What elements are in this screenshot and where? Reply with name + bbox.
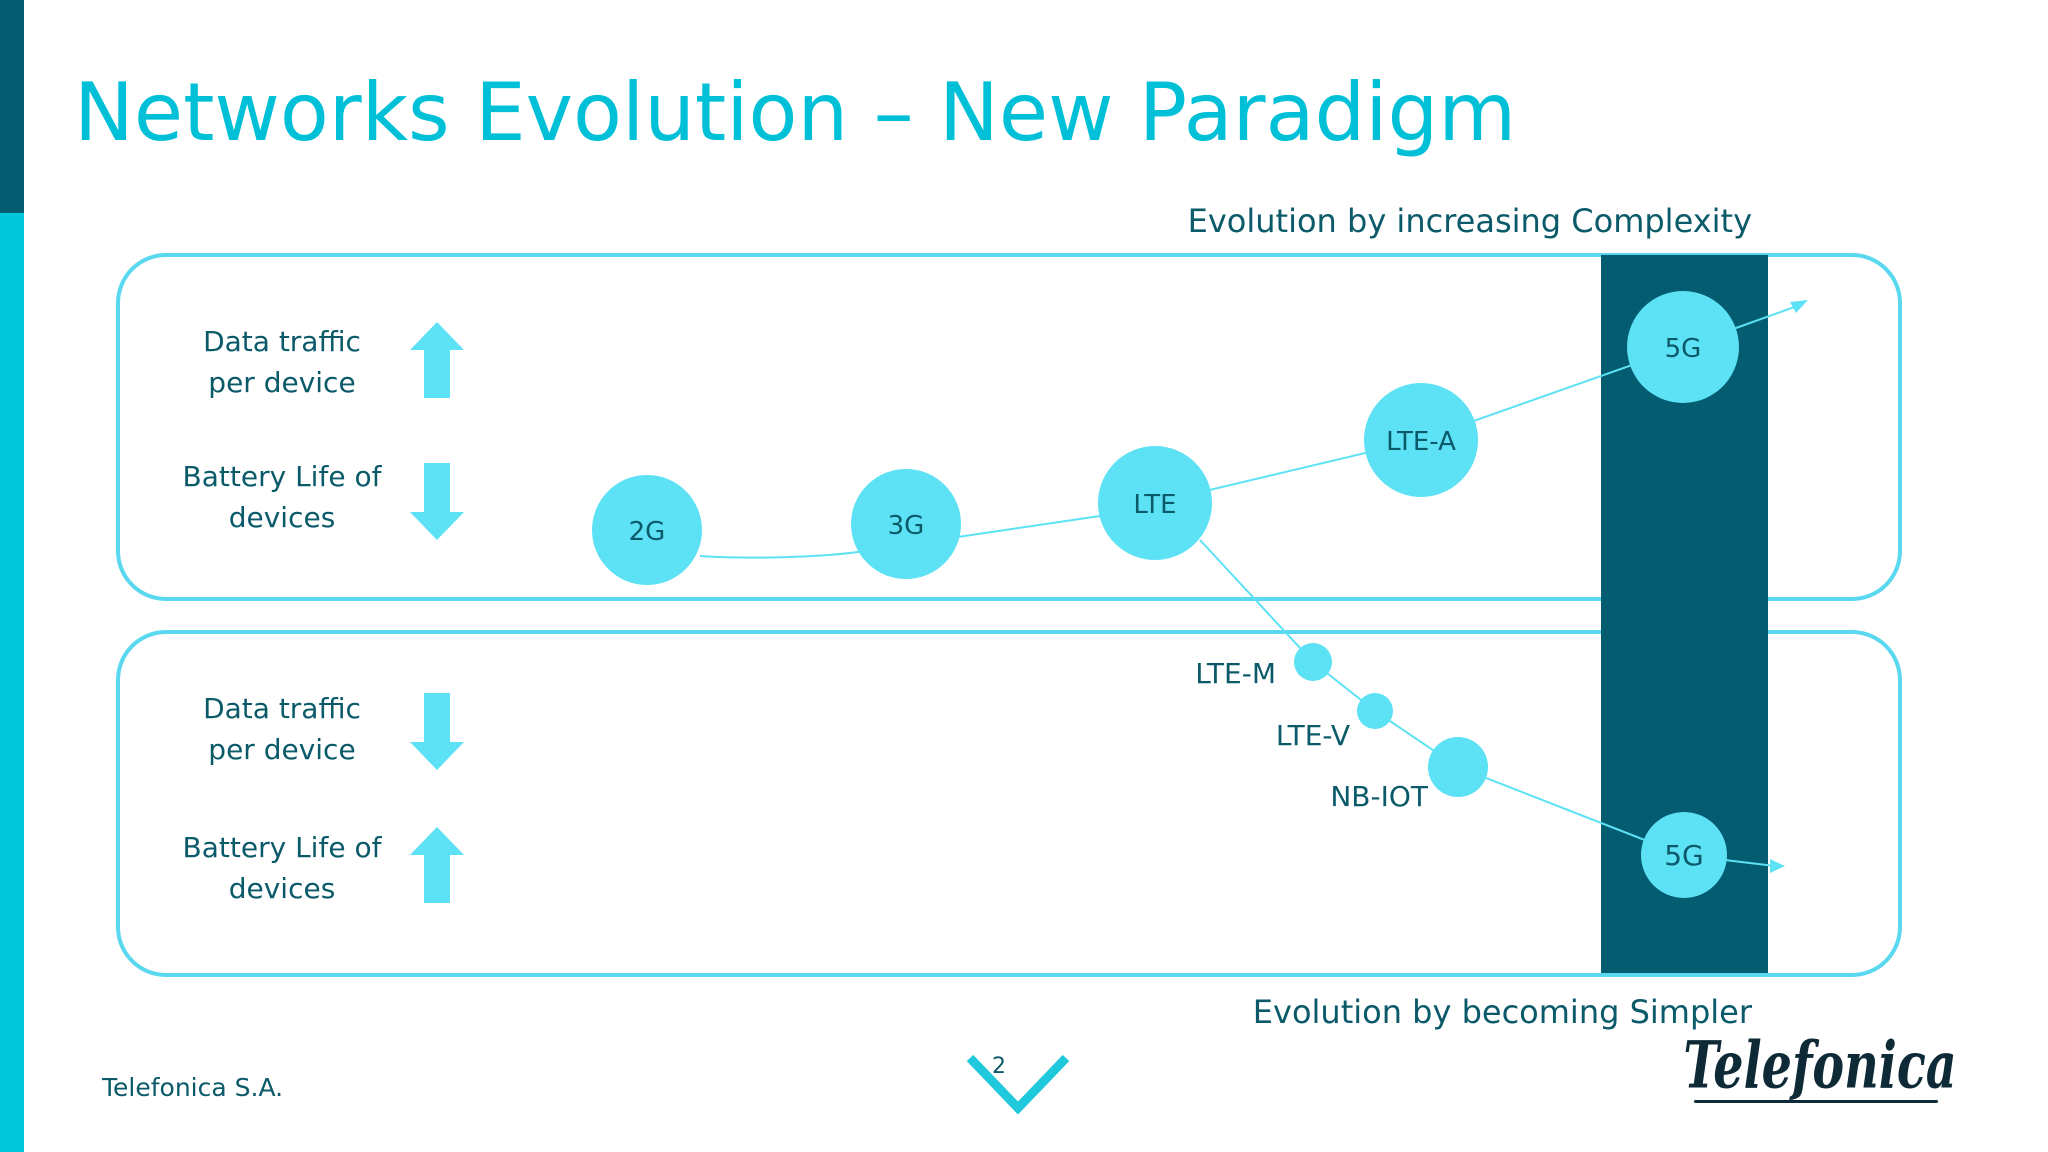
metric-label: Battery Life of: [183, 460, 383, 493]
arrow-down-icon: [410, 463, 464, 540]
metric-label: per device: [208, 733, 355, 766]
slide-title: Networks Evolution – New Paradigm: [74, 66, 1516, 159]
node-lte-m: LTE-M: [1195, 643, 1332, 690]
metric-label: Data traffic: [203, 692, 361, 725]
top-panel: [116, 253, 1902, 601]
simpler-arrowhead: [1770, 859, 1785, 873]
node-label: LTE-V: [1276, 719, 1350, 752]
telefonica-logo: Telefonica: [1683, 1028, 1956, 1103]
node-label: LTE: [1133, 490, 1176, 520]
bottom-panel: [116, 630, 1902, 977]
node-label: 3G: [888, 511, 925, 541]
complexity-arrowhead: [1790, 300, 1808, 313]
footer-company: Telefonica S.A.: [101, 1073, 283, 1102]
metric-label: devices: [229, 501, 336, 534]
node-label: LTE-A: [1386, 427, 1456, 457]
node-label: LTE-M: [1195, 657, 1276, 690]
top-caption: Evolution by increasing Complexity: [1188, 202, 1752, 240]
complexity-curve: [699, 304, 1801, 559]
bottom-caption: Evolution by becoming Simpler: [1253, 993, 1753, 1031]
metric-label: devices: [229, 872, 336, 905]
node-3g: 3G: [851, 469, 961, 579]
node-5g-top: 5G: [1627, 291, 1739, 403]
node-lte-a: LTE-A: [1364, 383, 1478, 497]
node-lte: LTE: [1098, 446, 1212, 560]
node-label: 5G: [1665, 334, 1702, 364]
node-nb-iot: NB-IOT: [1330, 737, 1488, 813]
node-label: 5G: [1664, 839, 1704, 872]
accent-bar-dark: [0, 0, 24, 213]
node-5g-bottom: 5G: [1641, 812, 1727, 898]
page-number: 2: [992, 1054, 1006, 1079]
chevron-down-icon: [966, 1054, 1070, 1115]
arrow-down-icon: [410, 693, 464, 770]
metric-label: Battery Life of: [183, 831, 383, 864]
node-label: NB-IOT: [1330, 780, 1429, 813]
accent-bar-light: [0, 213, 24, 1152]
node-lte-v: LTE-V: [1276, 693, 1393, 752]
arrow-up-icon: [410, 322, 464, 398]
node-2g: 2G: [592, 475, 702, 585]
arrow-up-icon: [410, 827, 464, 903]
svg-text:Telefonica: Telefonica: [1683, 1028, 1956, 1103]
metric-label: Data traffic: [203, 325, 361, 358]
metric-label: per device: [208, 366, 355, 399]
node-label: 2G: [629, 517, 666, 547]
